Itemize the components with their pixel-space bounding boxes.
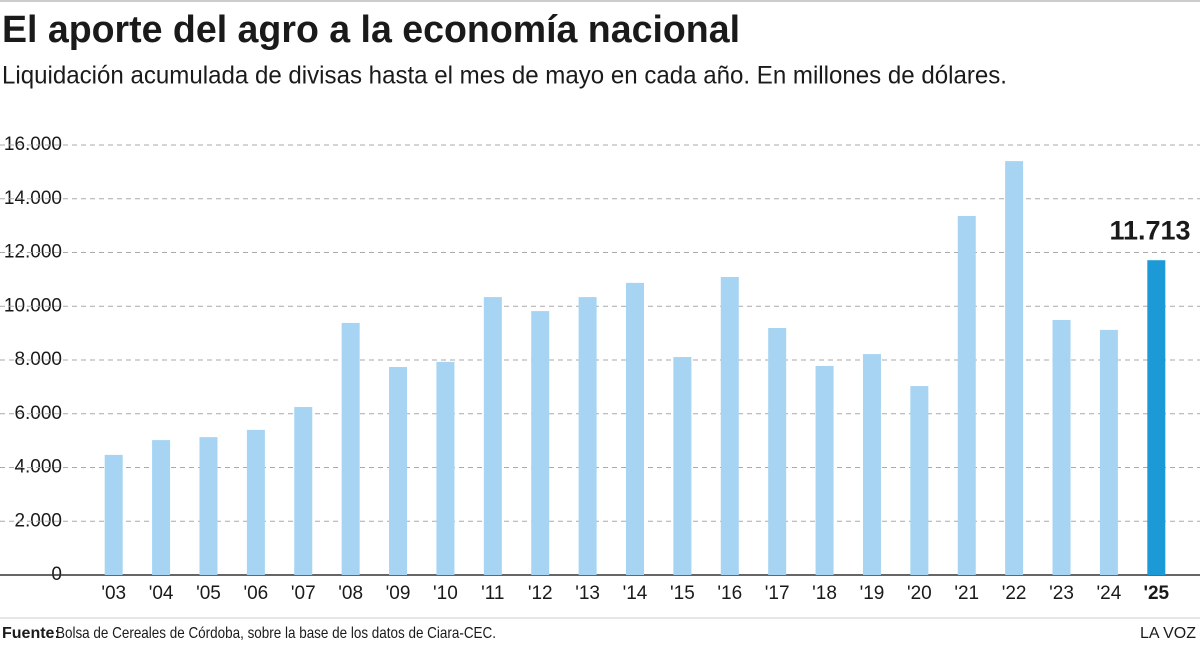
bar: [246, 429, 265, 575]
chart-title: El aporte del agro a la economía naciona…: [2, 9, 740, 51]
x-tick-label: '04: [149, 583, 174, 604]
x-tick-label: '08: [338, 583, 363, 604]
x-tick-label: '22: [1002, 583, 1027, 604]
bar: [815, 365, 834, 575]
x-tick-label: '18: [812, 583, 837, 604]
x-tick-label: '03: [101, 583, 126, 604]
x-tick-label: '05: [196, 583, 221, 604]
value-label: 11.713: [1109, 215, 1190, 245]
y-tick-label: 16.000: [4, 134, 62, 155]
bar: [531, 311, 550, 575]
x-tick-label: '24: [1097, 583, 1122, 604]
x-tick-label: '23: [1049, 583, 1074, 604]
x-tick-label: '15: [670, 583, 695, 604]
bar: [910, 386, 929, 575]
x-tick-label: '25: [1143, 583, 1169, 604]
bar: [768, 328, 787, 575]
credit: LA VOZ: [1140, 625, 1196, 642]
x-tick-label: '11: [481, 583, 504, 604]
source-label: Fuente:: [2, 625, 60, 642]
bar: [483, 297, 502, 575]
x-tick-label: '21: [954, 583, 979, 604]
chart-subtitle: Liquidación acumulada de divisas hasta e…: [2, 62, 1007, 90]
y-tick-label: 10.000: [4, 295, 62, 316]
x-tick-label: '12: [528, 583, 553, 604]
bar: [199, 437, 218, 575]
bar: [1052, 319, 1071, 575]
x-tick-label: '16: [717, 583, 742, 604]
x-tick-label: '19: [860, 583, 885, 604]
x-tick-label: '14: [623, 583, 648, 604]
bar: [1005, 161, 1024, 575]
x-tick-label: '06: [243, 583, 268, 604]
x-tick-label: '09: [386, 583, 411, 604]
bar: [720, 276, 739, 575]
source: Bolsa de Cereales de Córdoba, sobre la b…: [56, 625, 496, 642]
bar: [673, 357, 692, 575]
bar: [957, 215, 976, 575]
x-tick-label: '17: [765, 583, 790, 604]
bar: [389, 366, 408, 575]
bar: [862, 354, 881, 575]
bar: [1099, 329, 1118, 575]
y-tick-label: 12.000: [4, 242, 62, 263]
bar: [294, 407, 313, 575]
bar: [104, 454, 123, 575]
bar: [436, 361, 455, 575]
bar: [1147, 260, 1166, 575]
bar: [626, 282, 644, 575]
bar: [578, 297, 597, 575]
x-tick-label: '13: [575, 583, 600, 604]
x-tick-label: '20: [907, 583, 932, 604]
bar: [152, 440, 171, 575]
bar: [341, 322, 360, 575]
y-tick-label: 14.000: [4, 188, 62, 209]
x-tick-label: '10: [433, 583, 458, 604]
x-tick-label: '07: [291, 583, 316, 604]
